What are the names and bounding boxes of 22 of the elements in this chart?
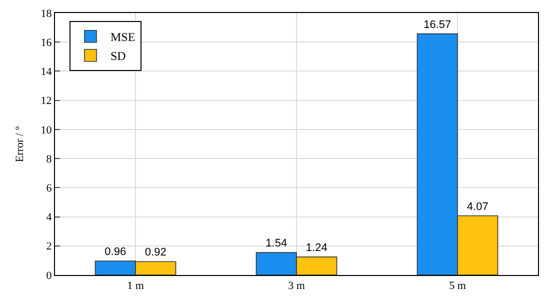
data-label: 1.54 — [266, 238, 288, 250]
x-tick-label: 3 m — [288, 280, 306, 292]
y-tick-label: 0 — [46, 270, 52, 282]
y-tick-label: 10 — [40, 124, 52, 136]
y-tick-label: 2 — [46, 240, 52, 253]
y-tick-label: 18 — [40, 8, 52, 20]
y-tick-label: 4 — [46, 212, 52, 224]
data-label: 0.96 — [104, 246, 126, 258]
y-tick-label: 14 — [40, 66, 52, 78]
x-tick-label: 1 m — [127, 280, 144, 292]
data-label: 0.92 — [144, 246, 166, 259]
y-axis-title: Error / ° — [14, 126, 26, 162]
y-tick-label: 12 — [40, 95, 52, 108]
data-label: 4.07 — [466, 200, 488, 213]
data-label: 16.57 — [424, 18, 452, 31]
y-tick-label: 16 — [40, 36, 52, 49]
legend-label: MSE — [110, 30, 136, 44]
y-tick-label: 6 — [46, 182, 52, 195]
legend-label: SD — [110, 49, 126, 64]
x-tick-label: 5 m — [449, 280, 466, 292]
y-tick-label: 8 — [46, 153, 52, 166]
data-label: 1.24 — [306, 242, 328, 254]
